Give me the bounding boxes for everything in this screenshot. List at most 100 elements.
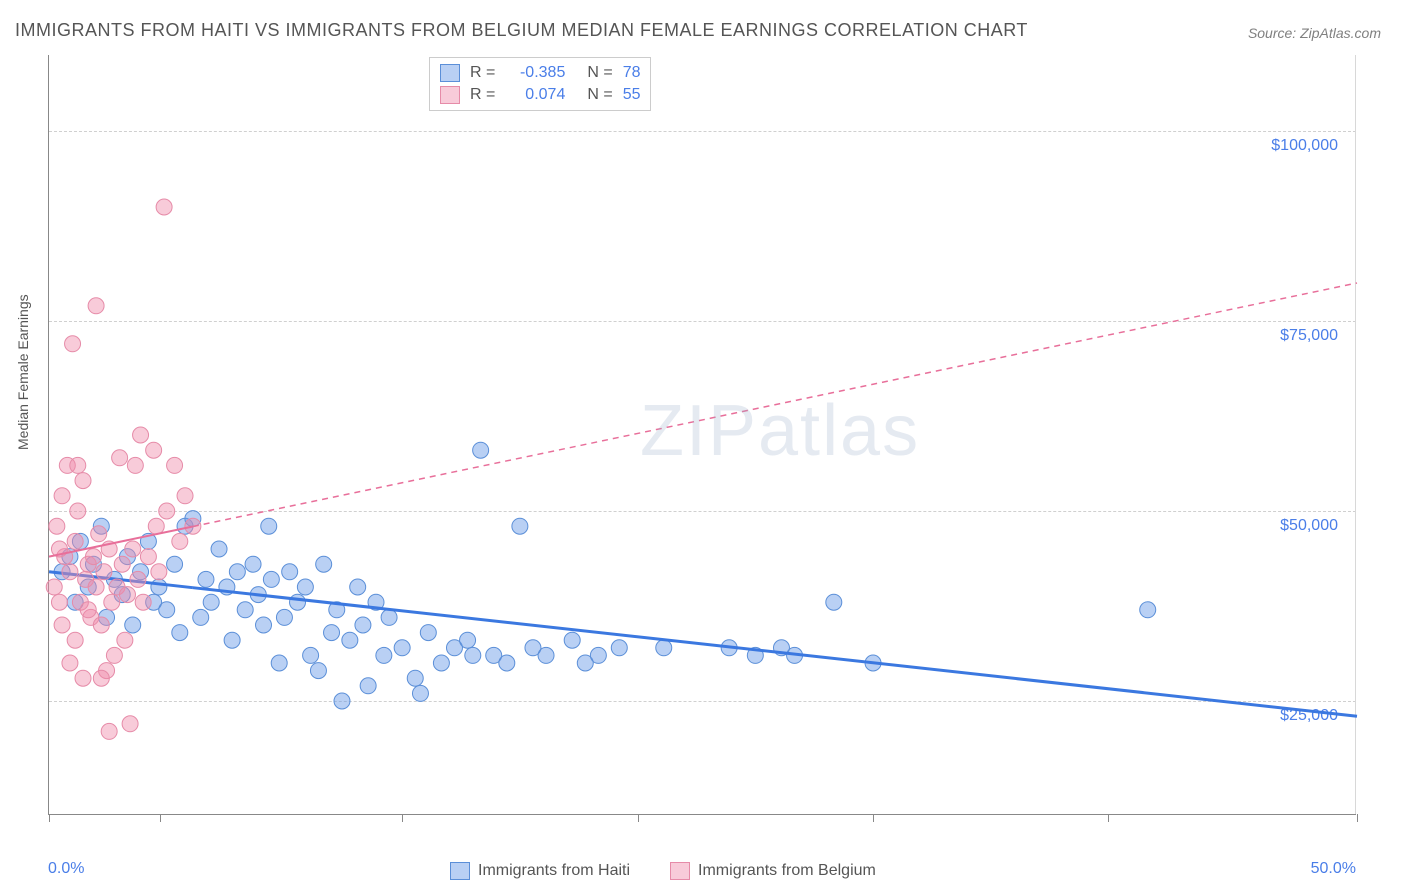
- series-legend: Immigrants from Haiti Immigrants from Bel…: [450, 862, 876, 880]
- scatter-point: [198, 571, 214, 587]
- scatter-point: [62, 564, 78, 580]
- scatter-point: [193, 609, 209, 625]
- scatter-point: [96, 564, 112, 580]
- scatter-point: [159, 503, 175, 519]
- scatter-point: [237, 602, 253, 618]
- scatter-point: [67, 533, 83, 549]
- n-value: 78: [623, 64, 641, 82]
- scatter-point: [101, 723, 117, 739]
- scatter-point: [130, 571, 146, 587]
- scatter-point: [135, 594, 151, 610]
- scatter-point: [46, 579, 62, 595]
- plot-area: $25,000$50,000$75,000$100,000 R =-0.385N…: [48, 55, 1356, 815]
- scatter-point: [290, 594, 306, 610]
- series-legend-item: Immigrants from Haiti: [450, 862, 630, 880]
- scatter-point: [224, 632, 240, 648]
- scatter-point: [85, 549, 101, 565]
- r-value: -0.385: [505, 64, 565, 82]
- scatter-point: [156, 199, 172, 215]
- scatter-point: [112, 450, 128, 466]
- source-credit: Source: ZipAtlas.com: [1248, 25, 1381, 41]
- scatter-point: [151, 579, 167, 595]
- series-legend-item: Immigrants from Belgium: [670, 862, 876, 880]
- scatter-point: [465, 647, 481, 663]
- scatter-point: [119, 587, 135, 603]
- scatter-point: [381, 609, 397, 625]
- scatter-point: [122, 716, 138, 732]
- scatter-point: [88, 298, 104, 314]
- scatter-point: [433, 655, 449, 671]
- x-tick: [1357, 814, 1358, 822]
- legend-swatch: [670, 862, 690, 880]
- scatter-point: [473, 442, 489, 458]
- n-value: 55: [623, 86, 641, 104]
- scatter-point: [407, 670, 423, 686]
- scatter-point: [80, 602, 96, 618]
- scatter-point: [159, 602, 175, 618]
- scatter-point: [91, 526, 107, 542]
- scatter-point: [70, 457, 86, 473]
- scatter-point: [282, 564, 298, 580]
- scatter-point: [229, 564, 245, 580]
- scatter-point: [75, 473, 91, 489]
- scatter-point: [564, 632, 580, 648]
- scatter-point: [256, 617, 272, 633]
- scatter-point: [93, 670, 109, 686]
- scatter-point: [67, 632, 83, 648]
- scatter-point: [93, 617, 109, 633]
- stats-legend-row: R =-0.385N =78: [440, 62, 640, 84]
- scatter-point: [172, 533, 188, 549]
- scatter-point: [271, 655, 287, 671]
- scatter-point: [310, 663, 326, 679]
- scatter-point: [49, 518, 65, 534]
- scatter-point: [342, 632, 358, 648]
- scatter-point: [114, 556, 130, 572]
- scatter-point: [125, 541, 141, 557]
- scatter-point: [590, 647, 606, 663]
- scatter-point: [297, 579, 313, 595]
- scatter-point: [512, 518, 528, 534]
- scatter-point: [460, 632, 476, 648]
- scatter-point: [167, 457, 183, 473]
- scatter-point: [276, 609, 292, 625]
- scatter-point: [75, 670, 91, 686]
- scatter-point: [125, 617, 141, 633]
- chart-svg: [49, 55, 1356, 814]
- scatter-point: [65, 336, 81, 352]
- scatter-point: [538, 647, 554, 663]
- scatter-point: [420, 625, 436, 641]
- scatter-point: [360, 678, 376, 694]
- scatter-point: [324, 625, 340, 641]
- stats-legend-row: R = 0.074 N = 55: [440, 84, 640, 106]
- chart-title: IMMIGRANTS FROM HAITI VS IMMIGRANTS FROM…: [15, 20, 1028, 41]
- scatter-point: [106, 647, 122, 663]
- scatter-point: [656, 640, 672, 656]
- scatter-point: [826, 594, 842, 610]
- scatter-point: [104, 594, 120, 610]
- scatter-point: [146, 442, 162, 458]
- scatter-point: [88, 579, 104, 595]
- scatter-point: [54, 488, 70, 504]
- legend-swatch: [440, 86, 460, 104]
- scatter-point: [133, 427, 149, 443]
- scatter-point: [245, 556, 261, 572]
- x-tick: [160, 814, 161, 822]
- scatter-point: [394, 640, 410, 656]
- r-value: 0.074: [505, 86, 565, 104]
- series-legend-label: Immigrants from Belgium: [698, 862, 876, 880]
- scatter-point: [62, 655, 78, 671]
- scatter-point: [54, 617, 70, 633]
- scatter-point: [263, 571, 279, 587]
- r-label: R =: [470, 86, 495, 104]
- series-legend-label: Immigrants from Haiti: [478, 862, 630, 880]
- x-tick: [638, 814, 639, 822]
- x-tick: [49, 814, 50, 822]
- scatter-point: [316, 556, 332, 572]
- scatter-point: [140, 549, 156, 565]
- scatter-point: [376, 647, 392, 663]
- scatter-point: [70, 503, 86, 519]
- trend-line-extended: [193, 283, 1357, 527]
- scatter-point: [148, 518, 164, 534]
- n-label: N =: [587, 86, 612, 104]
- scatter-point: [334, 693, 350, 709]
